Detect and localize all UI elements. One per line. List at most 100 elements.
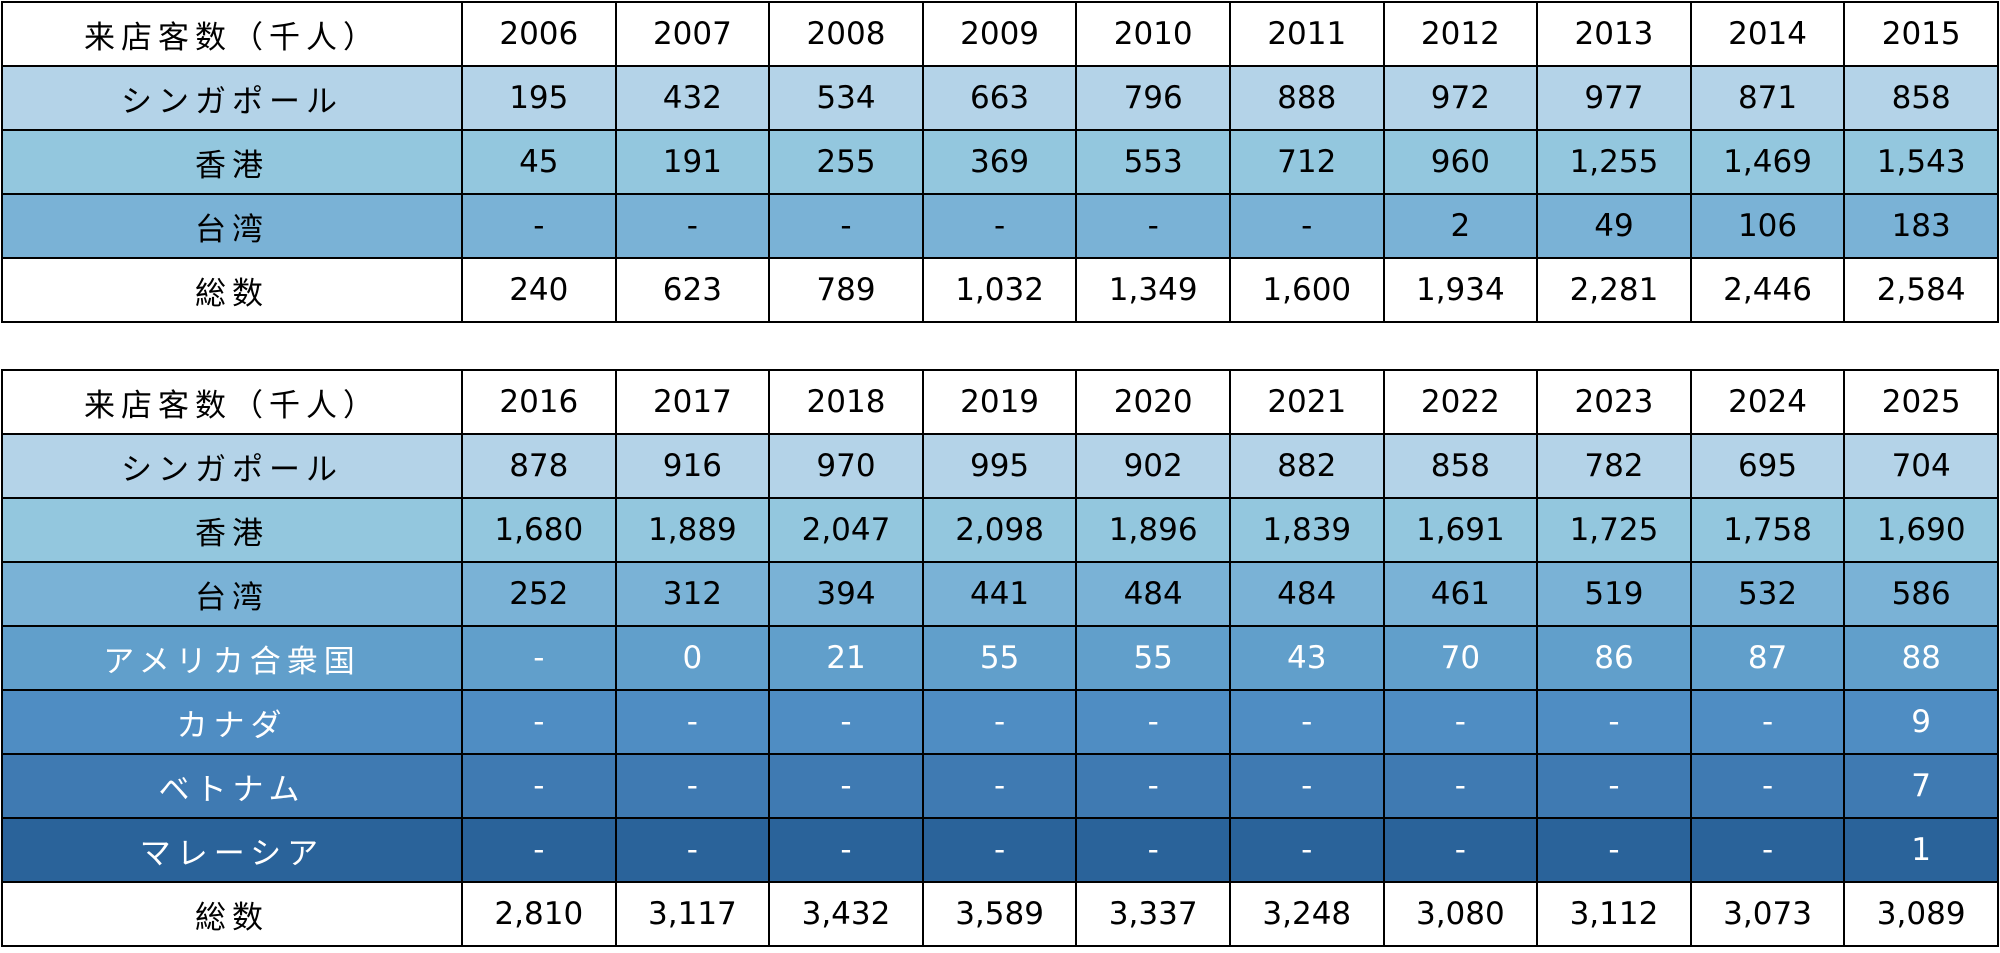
row-label: カナダ	[1, 689, 463, 755]
cell: 3,073	[1689, 881, 1846, 947]
cell: 1,691	[1382, 497, 1539, 563]
cell: -	[1689, 689, 1846, 755]
cell: -	[768, 753, 924, 819]
total-row: 総数 240 623 789 1,032 1,349 1,600 1,934 2,281 2,44…	[1, 257, 1999, 323]
cell: -	[1382, 753, 1539, 819]
cell: -	[1228, 193, 1385, 259]
cell: 21	[768, 625, 924, 691]
cell: -	[1075, 817, 1231, 883]
cell: -	[461, 689, 617, 755]
cell: 2	[1382, 193, 1539, 259]
cell: 45	[461, 129, 617, 195]
cell: -	[921, 689, 1078, 755]
cell: -	[1228, 753, 1385, 819]
cell: 441	[921, 561, 1078, 627]
data-row: シンガポール 195 432 534 663 796 888 972 977 871 858	[1, 65, 1999, 131]
cell: 2019	[921, 369, 1078, 435]
data-row: アメリカ合衆国 -0 21 55 55 43 70 86 87 88	[1, 625, 1999, 691]
row-label: 香港	[1, 129, 463, 195]
cell: 1,758	[1689, 497, 1846, 563]
cell: 1,349	[1075, 257, 1231, 323]
cell: 712	[1228, 129, 1385, 195]
data-row: 香港 45 191 255 369 553 712 960 1,255 1,469 1,543	[1, 129, 1999, 195]
row-label: 香港	[1, 497, 463, 563]
cell: 796	[1075, 65, 1231, 131]
cell: 2024	[1689, 369, 1846, 435]
cell: 3,080	[1382, 881, 1539, 947]
cell: 553	[1075, 129, 1231, 195]
cell: 70	[1382, 625, 1539, 691]
cell: 484	[1228, 561, 1385, 627]
cell: -	[768, 193, 924, 259]
cell: 2011	[1228, 1, 1385, 67]
row-label: アメリカ合衆国	[1, 625, 463, 691]
cell: 902	[1075, 433, 1231, 499]
cell: 916	[614, 433, 771, 499]
cell: -	[614, 753, 771, 819]
cell: 183	[1843, 193, 1999, 259]
cell: 2006	[461, 1, 617, 67]
cell: 1,934	[1382, 257, 1539, 323]
row-label: 総数	[1, 881, 463, 947]
cell: -	[1382, 817, 1539, 883]
cell: 2025	[1843, 369, 1999, 435]
row-label: 台湾	[1, 561, 463, 627]
cell: 2022	[1382, 369, 1539, 435]
cell: 960	[1382, 129, 1539, 195]
cell: 2020	[1075, 369, 1231, 435]
cell: 1	[1843, 817, 1999, 883]
cell: 312	[614, 561, 771, 627]
cell: 240	[461, 257, 617, 323]
row-label: シンガポール	[1, 433, 463, 499]
cell: 972	[1382, 65, 1539, 131]
cell: 1,255	[1536, 129, 1692, 195]
cell: 2007	[614, 1, 771, 67]
cell: 534	[768, 65, 924, 131]
cell: -	[614, 689, 771, 755]
data-row: マレーシア - - - - - - - - -1	[1, 817, 1999, 883]
cell: -	[461, 625, 617, 691]
cell: -	[614, 817, 771, 883]
data-row: ベトナム - - - - - - - - -7	[1, 753, 1999, 819]
cell: 43	[1228, 625, 1385, 691]
cell: 461	[1382, 561, 1539, 627]
cell: -	[1075, 689, 1231, 755]
cell: 484	[1075, 561, 1231, 627]
row-label: ベトナム	[1, 753, 463, 819]
cell: 3,089	[1843, 881, 1999, 947]
visitor-table-2006-2015: 来店客数（千人） 2006 2007 2008 2009 2010 2011 2012 2013…	[1, 1, 1999, 323]
cell: 695	[1689, 433, 1846, 499]
cell: 1,690	[1843, 497, 1999, 563]
total-row: 総数 2,810 3,117 3,432 3,589 3,337 3,248 3,080 3,1…	[1, 881, 1999, 947]
data-row: 台湾 252 312 394 441 484 484 461 519 532 586	[1, 561, 1999, 627]
cell: 49	[1536, 193, 1692, 259]
cell: 106	[1689, 193, 1846, 259]
cell: 2016	[461, 369, 617, 435]
cell: -	[1689, 753, 1846, 819]
cell: 55	[921, 625, 1078, 691]
cell: -	[1536, 689, 1692, 755]
cell: 2018	[768, 369, 924, 435]
row-label: 台湾	[1, 193, 463, 259]
cell: 2014	[1689, 1, 1846, 67]
cell: 3,248	[1228, 881, 1385, 947]
cell: 3,432	[768, 881, 924, 947]
cell: 2009	[921, 1, 1078, 67]
cell: -	[461, 817, 617, 883]
cell: -	[461, 753, 617, 819]
cell: 1,032	[921, 257, 1078, 323]
cell: 871	[1689, 65, 1846, 131]
cell: -	[921, 193, 1078, 259]
cell: 2,281	[1536, 257, 1692, 323]
cell: 2008	[768, 1, 924, 67]
cell: 1,600	[1228, 257, 1385, 323]
cell: -	[461, 193, 617, 259]
row-label: シンガポール	[1, 65, 463, 131]
cell: 2023	[1536, 369, 1692, 435]
cell: -	[1075, 753, 1231, 819]
cell: 1,725	[1536, 497, 1692, 563]
cell: 704	[1843, 433, 1999, 499]
cell: -	[1228, 689, 1385, 755]
cell: 2021	[1228, 369, 1385, 435]
cell: 88	[1843, 625, 1999, 691]
